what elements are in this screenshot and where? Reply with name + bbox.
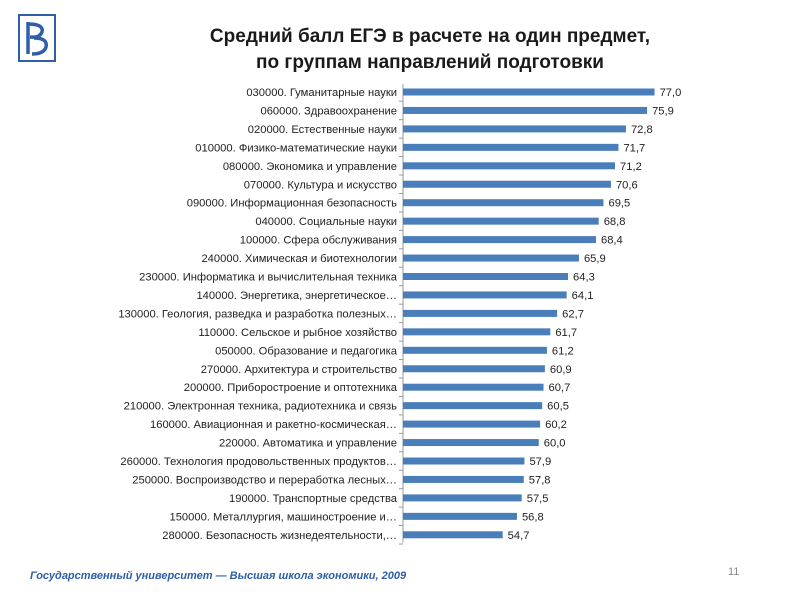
data-label: 65,9 bbox=[584, 253, 606, 265]
bar bbox=[403, 402, 543, 410]
data-label: 60,5 bbox=[547, 401, 569, 413]
category-label: 260000. Технология продовольственных про… bbox=[120, 456, 397, 468]
data-label: 69,5 bbox=[608, 198, 630, 210]
bar bbox=[403, 273, 569, 280]
chart-title-line-1: Средний балл ЕГЭ в расчете на один предм… bbox=[209, 26, 651, 47]
data-label: 60,9 bbox=[550, 364, 572, 376]
category-label: 190000. Транспортные средства bbox=[229, 493, 398, 505]
category-label: 240000. Химическая и биотехнологии bbox=[201, 253, 397, 265]
bar bbox=[403, 494, 522, 502]
category-label: 140000. Энергетика, энергетическое… bbox=[196, 290, 397, 302]
category-label: 220000. Автоматика и управление bbox=[219, 438, 397, 450]
bar bbox=[403, 512, 517, 520]
data-label: 77,0 bbox=[660, 87, 682, 99]
bar bbox=[403, 439, 539, 447]
data-label: 54,7 bbox=[508, 530, 530, 542]
bar bbox=[403, 88, 655, 96]
bar-chart: 030000. Гуманитарные науки 77,0 060000. Зд… bbox=[118, 84, 682, 545]
data-label: 57,9 bbox=[529, 456, 551, 468]
data-label: 68,4 bbox=[601, 235, 623, 247]
bar bbox=[403, 217, 599, 225]
bar bbox=[403, 254, 579, 262]
bar bbox=[403, 328, 551, 336]
bar bbox=[403, 143, 619, 151]
category-label: 030000. Гуманитарные науки bbox=[246, 87, 397, 99]
data-label: 57,8 bbox=[529, 474, 551, 486]
data-label: 72,8 bbox=[631, 124, 653, 136]
category-label: 080000. Экономика и управление bbox=[223, 161, 397, 173]
bar bbox=[403, 346, 547, 354]
data-label: 71,7 bbox=[623, 142, 645, 154]
bar bbox=[403, 420, 541, 428]
footer-text: Государственный университет — Высшая шко… bbox=[30, 570, 407, 582]
category-label: 100000. Сфера обслуживания bbox=[240, 235, 397, 247]
page-number: 11 bbox=[728, 566, 740, 578]
data-label: 64,3 bbox=[573, 272, 595, 284]
data-label: 68,8 bbox=[604, 216, 626, 228]
category-label: 160000. Авиационная и ракетно-космическа… bbox=[150, 419, 397, 431]
bar bbox=[403, 291, 567, 299]
bar bbox=[403, 383, 544, 391]
category-label: 150000. Металлургия, машиностроение и… bbox=[169, 511, 397, 523]
bar bbox=[403, 365, 545, 373]
bar bbox=[403, 531, 503, 539]
category-label: 280000. Безопасность жизнедеятельности,… bbox=[162, 530, 397, 542]
bar bbox=[403, 309, 558, 317]
data-label: 56,8 bbox=[522, 511, 544, 523]
data-label: 61,7 bbox=[555, 327, 577, 339]
data-label: 64,1 bbox=[572, 290, 594, 302]
data-label: 60,0 bbox=[544, 438, 566, 450]
data-label: 61,2 bbox=[552, 345, 574, 357]
category-label: 250000. Воспроизводство и переработка ле… bbox=[132, 474, 397, 486]
bar bbox=[403, 199, 604, 207]
category-label: 090000. Информационная безопасность bbox=[187, 198, 397, 210]
data-label: 60,7 bbox=[549, 382, 571, 394]
bar bbox=[403, 236, 596, 244]
category-label: 010000. Физико-математические науки bbox=[195, 142, 397, 154]
bar bbox=[403, 457, 525, 465]
data-label: 70,6 bbox=[616, 179, 638, 191]
bar bbox=[403, 125, 626, 133]
category-label: 070000. Культура и искусство bbox=[244, 179, 397, 191]
category-label: 050000. Образование и педагогика bbox=[215, 345, 398, 357]
category-label: 210000. Электронная техника, радиотехник… bbox=[124, 401, 397, 413]
data-label: 57,5 bbox=[527, 493, 549, 505]
data-label: 62,7 bbox=[562, 308, 584, 320]
category-label: 270000. Архитектура и строительство bbox=[201, 364, 397, 376]
category-label: 200000. Приборостроение и оптотехника bbox=[184, 382, 398, 394]
chart-title: Средний балл ЕГЭ в расчете на один предм… bbox=[120, 24, 740, 76]
data-label: 60,2 bbox=[545, 419, 567, 431]
category-label: 230000. Информатика и вычислительная тех… bbox=[139, 272, 398, 284]
data-label: 75,9 bbox=[652, 105, 674, 117]
bar bbox=[403, 162, 616, 170]
bar bbox=[403, 475, 524, 483]
chart-title-line-2: по группам направлений подготовки bbox=[256, 52, 604, 73]
category-label: 110000. Сельское и рыбное хозяйство bbox=[198, 327, 397, 339]
hse-logo bbox=[18, 14, 56, 62]
category-label: 130000. Геология, разведка и разработка … bbox=[118, 308, 397, 320]
category-label: 040000. Социальные науки bbox=[255, 216, 397, 228]
category-label: 020000. Естественные науки bbox=[248, 124, 397, 136]
bar bbox=[403, 180, 611, 188]
bar bbox=[403, 106, 648, 114]
category-label: 060000. Здравоохранение bbox=[260, 105, 397, 117]
data-label: 71,2 bbox=[620, 161, 642, 173]
